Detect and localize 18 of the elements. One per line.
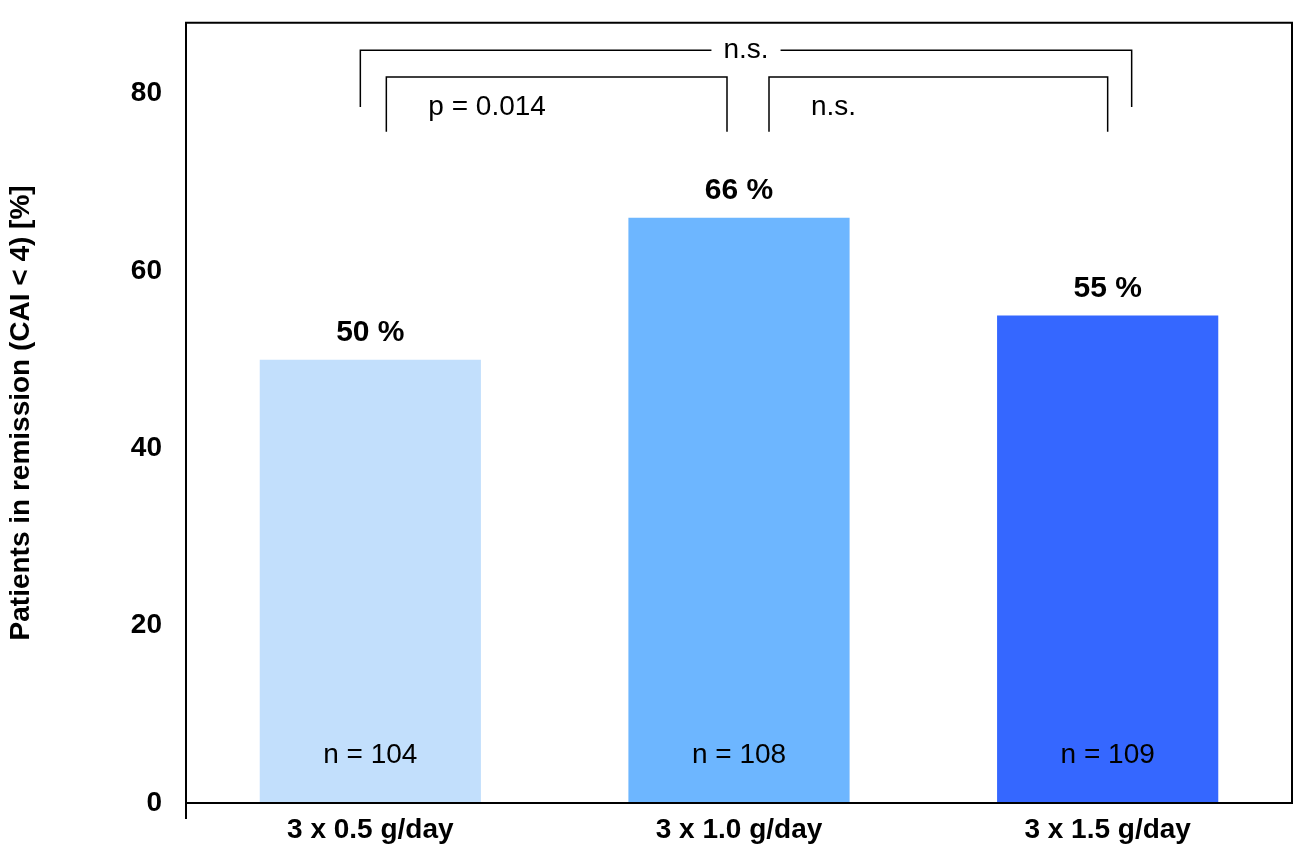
data-label: 55 % <box>1073 269 1142 303</box>
annotation: n.s. <box>723 33 769 64</box>
annotation: n.s. <box>811 89 857 121</box>
y-tick-label: 20 <box>130 608 162 640</box>
data-label: 50 % <box>336 313 405 347</box>
x-tick-label: 3 x 1.0 g/day <box>655 812 823 844</box>
y-tick-label: 60 <box>130 253 162 285</box>
annotation: p = 0.014 <box>428 89 546 121</box>
y-tick-label: 0 <box>146 785 162 817</box>
y-tick-label: 80 <box>130 76 162 108</box>
annotation: n = 109 <box>1060 737 1155 769</box>
x-tick-label: 3 x 1.5 g/day <box>1024 812 1192 844</box>
data-label: 66 % <box>704 172 774 206</box>
y-axis-title: Patients in remission (CAI < 4) [%] <box>3 185 35 641</box>
x-tick-label: 3 x 0.5 g/day <box>287 812 455 844</box>
y-tick-label: 40 <box>130 431 162 463</box>
annotation: n = 104 <box>323 737 418 769</box>
annotation: n = 108 <box>691 737 787 769</box>
